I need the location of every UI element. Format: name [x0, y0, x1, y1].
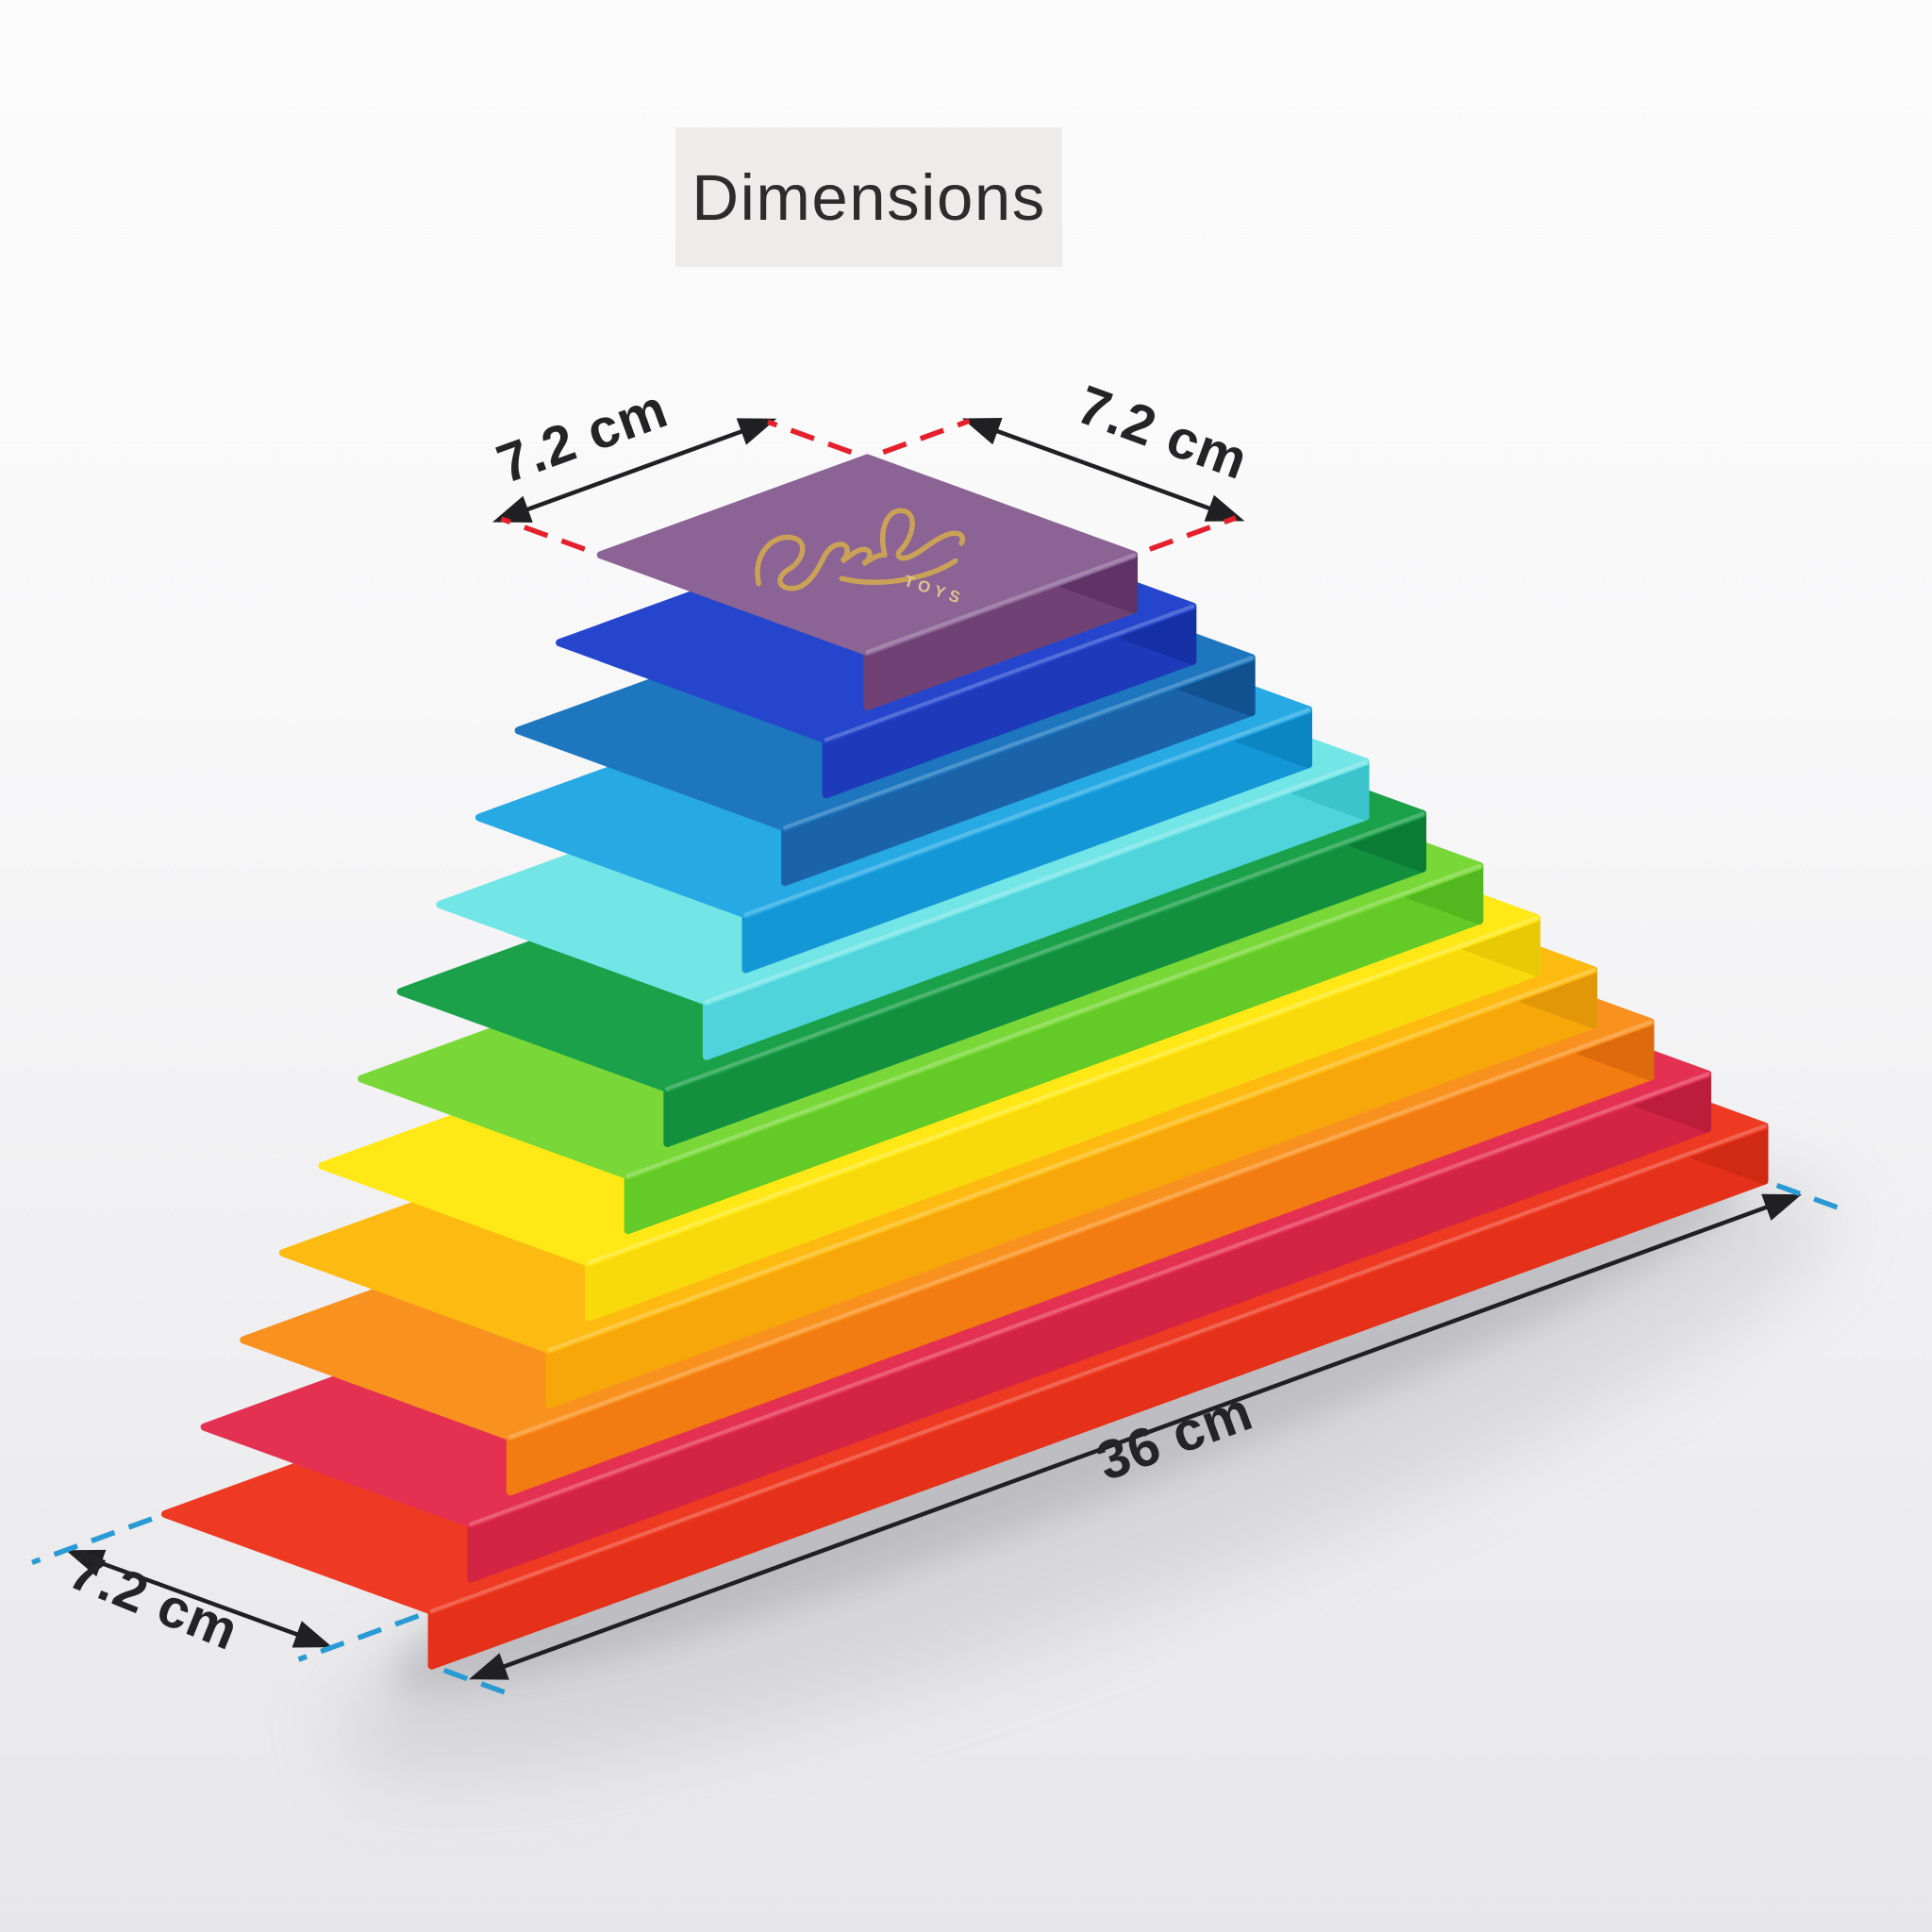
dimension-label-top-right: 7.2 cm [1070, 374, 1257, 491]
brand-logo-script [755, 508, 966, 591]
witness-line [500, 516, 586, 552]
witness-line [1775, 1182, 1847, 1213]
stacking-planks [161, 454, 1769, 1670]
dimension-label-bottom-left: 7.2 cm [61, 1540, 247, 1662]
page-title: Dimensions [691, 160, 1046, 234]
witness-line [882, 418, 971, 455]
dimension-arrow [65, 1549, 333, 1648]
witness-line [297, 1613, 420, 1662]
dimension-label-top-left: 7.2 cm [490, 377, 676, 495]
witness-line [442, 1668, 514, 1698]
dimension-arrow [492, 418, 777, 523]
dimension-arrow [469, 1193, 1802, 1680]
title-box: Dimensions [675, 127, 1062, 267]
witness-line [31, 1516, 153, 1565]
witness-line [767, 419, 853, 455]
dimension-annotations [31, 418, 1847, 1698]
witness-line [1148, 515, 1237, 552]
dimension-arrow [961, 418, 1245, 522]
